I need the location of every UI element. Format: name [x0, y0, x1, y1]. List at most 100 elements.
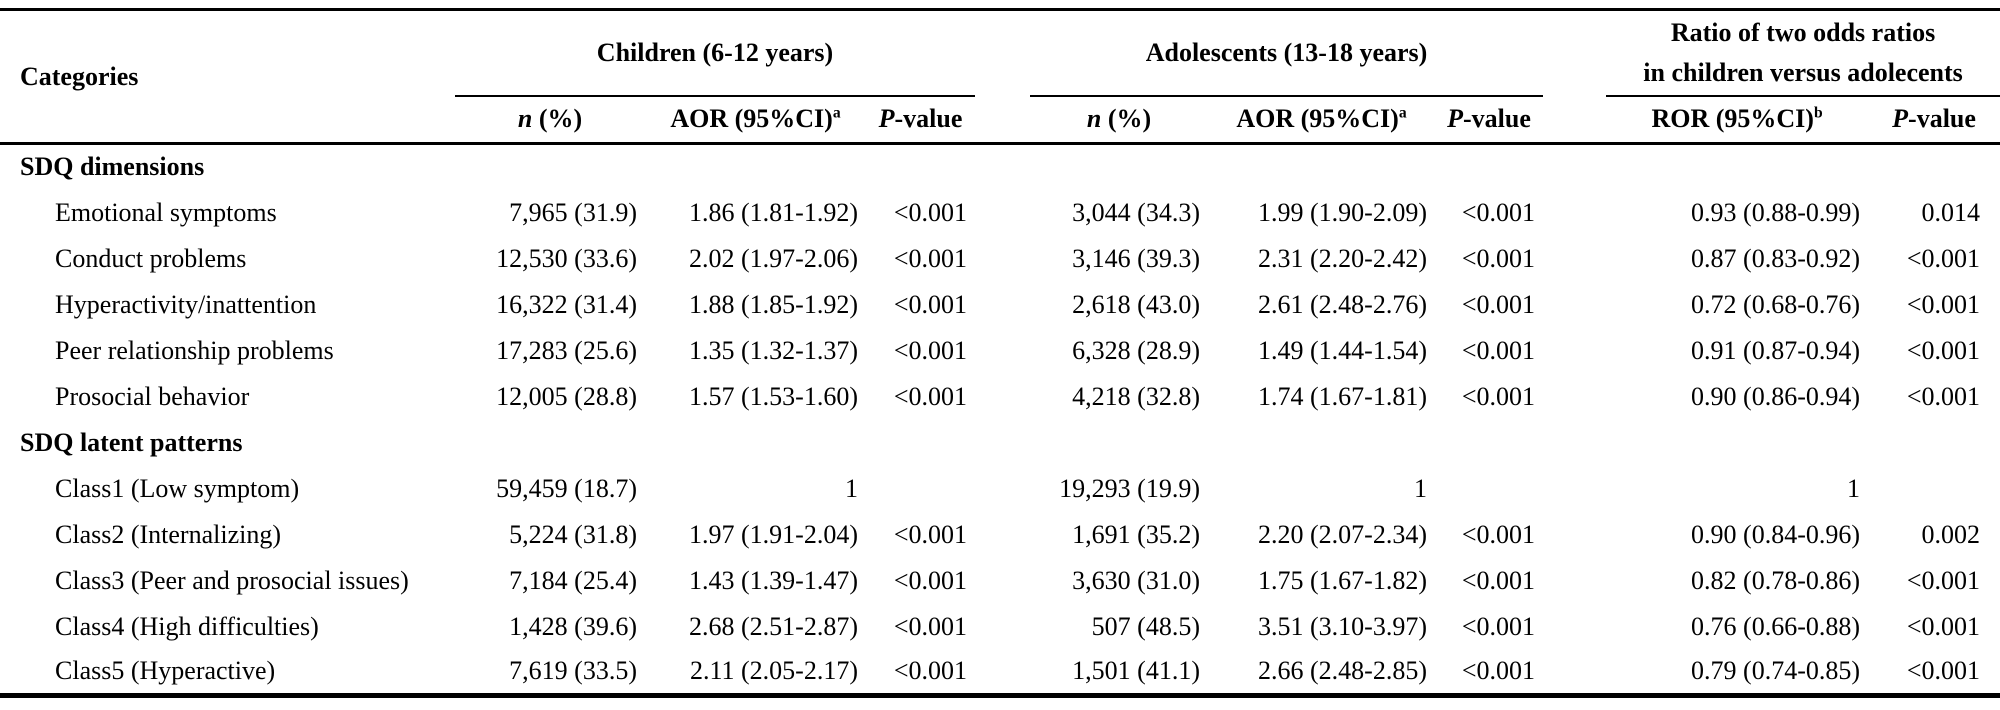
cell-ror-pvalue: <0.001 — [1906, 565, 1981, 595]
table-body: SDQ dimensions Emotional symptoms 7,965 (3… — [0, 144, 2000, 696]
cell-adolescents-aor: 1.75 (1.67-1.82) — [1258, 565, 1427, 595]
cell-adolescents-n: 4,218 (32.8) — [1072, 381, 1200, 411]
cell-ror: 0.72 (0.68-0.76) — [1691, 289, 1861, 319]
cell-ror-pvalue: <0.001 — [1906, 335, 1981, 365]
spacer-cell — [975, 558, 1030, 604]
spacer-cell — [975, 374, 1030, 420]
cell-ror: 0.79 (0.74-0.85) — [1691, 656, 1861, 686]
cell-children-aor: 2.11 (2.05-2.17) — [689, 656, 858, 686]
cell-ror-pvalue: <0.001 — [1906, 381, 1981, 411]
cell-children-pvalue — [866, 466, 975, 512]
table-row: Peer relationship problems 17,283 (25.6) 1… — [0, 328, 2000, 374]
cell-adolescents-n: 2,618 (43.0) — [1072, 289, 1200, 319]
cell-ror-pvalue: <0.001 — [1906, 611, 1981, 641]
spacer-cell — [1543, 604, 1606, 650]
spacer-cell — [1543, 512, 1606, 558]
cell-adolescents-pvalue: <0.001 — [1461, 243, 1536, 273]
cell-ror-pvalue: 0.002 — [1921, 519, 1981, 549]
children-pvalue-header: P-value — [866, 95, 975, 145]
cell-children-n: 59,459 (18.7) — [496, 473, 637, 503]
section-header-row: SDQ dimensions — [0, 144, 2000, 190]
cell-children-aor: 1.43 (1.39-1.47) — [689, 565, 858, 595]
spacer-cell — [975, 512, 1030, 558]
cell-children-pvalue: <0.001 — [893, 381, 967, 411]
cell-children-pvalue: <0.001 — [893, 565, 967, 595]
spacer-cell — [975, 650, 1030, 696]
spacer-cell — [975, 328, 1030, 374]
cell-children-n: 16,322 (31.4) — [496, 289, 637, 319]
row-label: Class2 (Internalizing) — [55, 519, 281, 549]
cell-adolescents-aor: 2.66 (2.48-2.85) — [1258, 656, 1427, 686]
row-label: Emotional symptoms — [55, 197, 277, 227]
cell-adolescents-pvalue: <0.001 — [1461, 289, 1536, 319]
cell-ror: 0.76 (0.66-0.88) — [1691, 611, 1861, 641]
cell-children-aor: 1.35 (1.32-1.37) — [689, 335, 858, 365]
cell-children-pvalue: <0.001 — [893, 656, 967, 686]
children-n-header: n (%) — [455, 95, 645, 145]
spacer-cell — [975, 282, 1030, 328]
cell-children-aor: 1.86 (1.81-1.92) — [689, 197, 858, 227]
cell-adolescents-n: 19,293 (19.9) — [1059, 473, 1200, 503]
cell-children-pvalue: <0.001 — [893, 519, 967, 549]
cell-ror: 1 — [1847, 473, 1861, 503]
cell-children-aor: 1 — [845, 473, 858, 503]
cell-children-aor: 1.57 (1.53-1.60) — [689, 381, 858, 411]
table-row: Emotional symptoms 7,965 (31.9) 1.86 (1.81… — [0, 190, 2000, 236]
cell-adolescents-n: 3,630 (31.0) — [1072, 565, 1200, 595]
table-row: Class5 (Hyperactive) 7,619 (33.5) 2.11 (2.… — [0, 650, 2000, 696]
table-row: Prosocial behavior 12,005 (28.8) 1.57 (1.5… — [0, 374, 2000, 420]
cell-ror: 0.93 (0.88-0.99) — [1691, 197, 1861, 227]
table-row: Class3 (Peer and prosocial issues) 7,184 … — [0, 558, 2000, 604]
spacer-cell — [1543, 558, 1606, 604]
cell-ror: 0.90 (0.84-0.96) — [1691, 519, 1861, 549]
cell-ror: 0.90 (0.86-0.94) — [1691, 381, 1861, 411]
cell-ror-pvalue: <0.001 — [1906, 243, 1981, 273]
spacer-cell — [975, 466, 1030, 512]
cell-adolescents-pvalue: <0.001 — [1461, 335, 1536, 365]
spacer-cell — [1543, 282, 1606, 328]
spacer-cell — [1543, 374, 1606, 420]
cell-adolescents-n: 6,328 (28.9) — [1072, 335, 1200, 365]
table-row: Class1 (Low symptom) 59,459 (18.7) 1 19,293… — [0, 466, 2000, 512]
row-label: Class4 (High difficulties) — [55, 611, 319, 641]
spacer-cell — [975, 604, 1030, 650]
row-label: Conduct problems — [55, 243, 247, 273]
cell-adolescents-pvalue: <0.001 — [1461, 656, 1536, 686]
cell-adolescents-aor: 1.49 (1.44-1.54) — [1258, 335, 1427, 365]
cell-children-n: 1,428 (39.6) — [509, 611, 637, 641]
cell-adolescents-n: 507 (48.5) — [1091, 611, 1200, 641]
cell-adolescents-aor: 2.20 (2.07-2.34) — [1258, 519, 1427, 549]
spacer-column — [1543, 10, 1606, 96]
cell-adolescents-aor: 1 — [1414, 473, 1427, 503]
cell-children-aor: 1.88 (1.85-1.92) — [689, 289, 858, 319]
results-table: Categories Children (6-12 years) Adolesc… — [0, 8, 2000, 698]
cell-children-n: 12,005 (28.8) — [496, 381, 637, 411]
cell-children-aor: 2.68 (2.51-2.87) — [689, 611, 858, 641]
cell-adolescents-pvalue: <0.001 — [1461, 197, 1536, 227]
row-label: Hyperactivity/inattention — [55, 289, 317, 319]
cell-adolescents-n: 1,691 (35.2) — [1072, 519, 1200, 549]
cell-children-n: 17,283 (25.6) — [496, 335, 637, 365]
ror-pvalue-header: P-value — [1868, 95, 2000, 145]
cell-children-pvalue: <0.001 — [893, 243, 967, 273]
cell-ror: 0.87 (0.83-0.92) — [1691, 243, 1861, 273]
row-label: Peer relationship problems — [55, 335, 334, 365]
cell-ror-pvalue: <0.001 — [1906, 289, 1981, 319]
cell-adolescents-aor: 2.31 (2.20-2.42) — [1258, 243, 1427, 273]
cell-ror: 0.91 (0.87-0.94) — [1691, 335, 1861, 365]
cell-children-pvalue: <0.001 — [893, 197, 967, 227]
spacer-column — [975, 10, 1030, 96]
row-label: Prosocial behavior — [55, 381, 250, 411]
cell-children-n: 7,184 (25.4) — [509, 565, 637, 595]
spacer-cell — [1543, 190, 1606, 236]
cell-adolescents-aor: 1.74 (1.67-1.81) — [1258, 381, 1427, 411]
row-label: Class3 (Peer and prosocial issues) — [55, 565, 409, 595]
table-row: Conduct problems 12,530 (33.6) 2.02 (1.97-… — [0, 236, 2000, 282]
adolescents-n-header: n (%) — [1030, 95, 1208, 145]
spacer-cell — [975, 190, 1030, 236]
cell-adolescents-aor: 2.61 (2.48-2.76) — [1258, 289, 1427, 319]
cell-adolescents-n: 3,146 (39.3) — [1072, 243, 1200, 273]
children-group-header: Children (6-12 years) — [455, 9, 975, 97]
categories-header: Categories — [0, 9, 455, 145]
ror-group-header: Ratio of two odds ratios in children ver… — [1606, 9, 2000, 97]
